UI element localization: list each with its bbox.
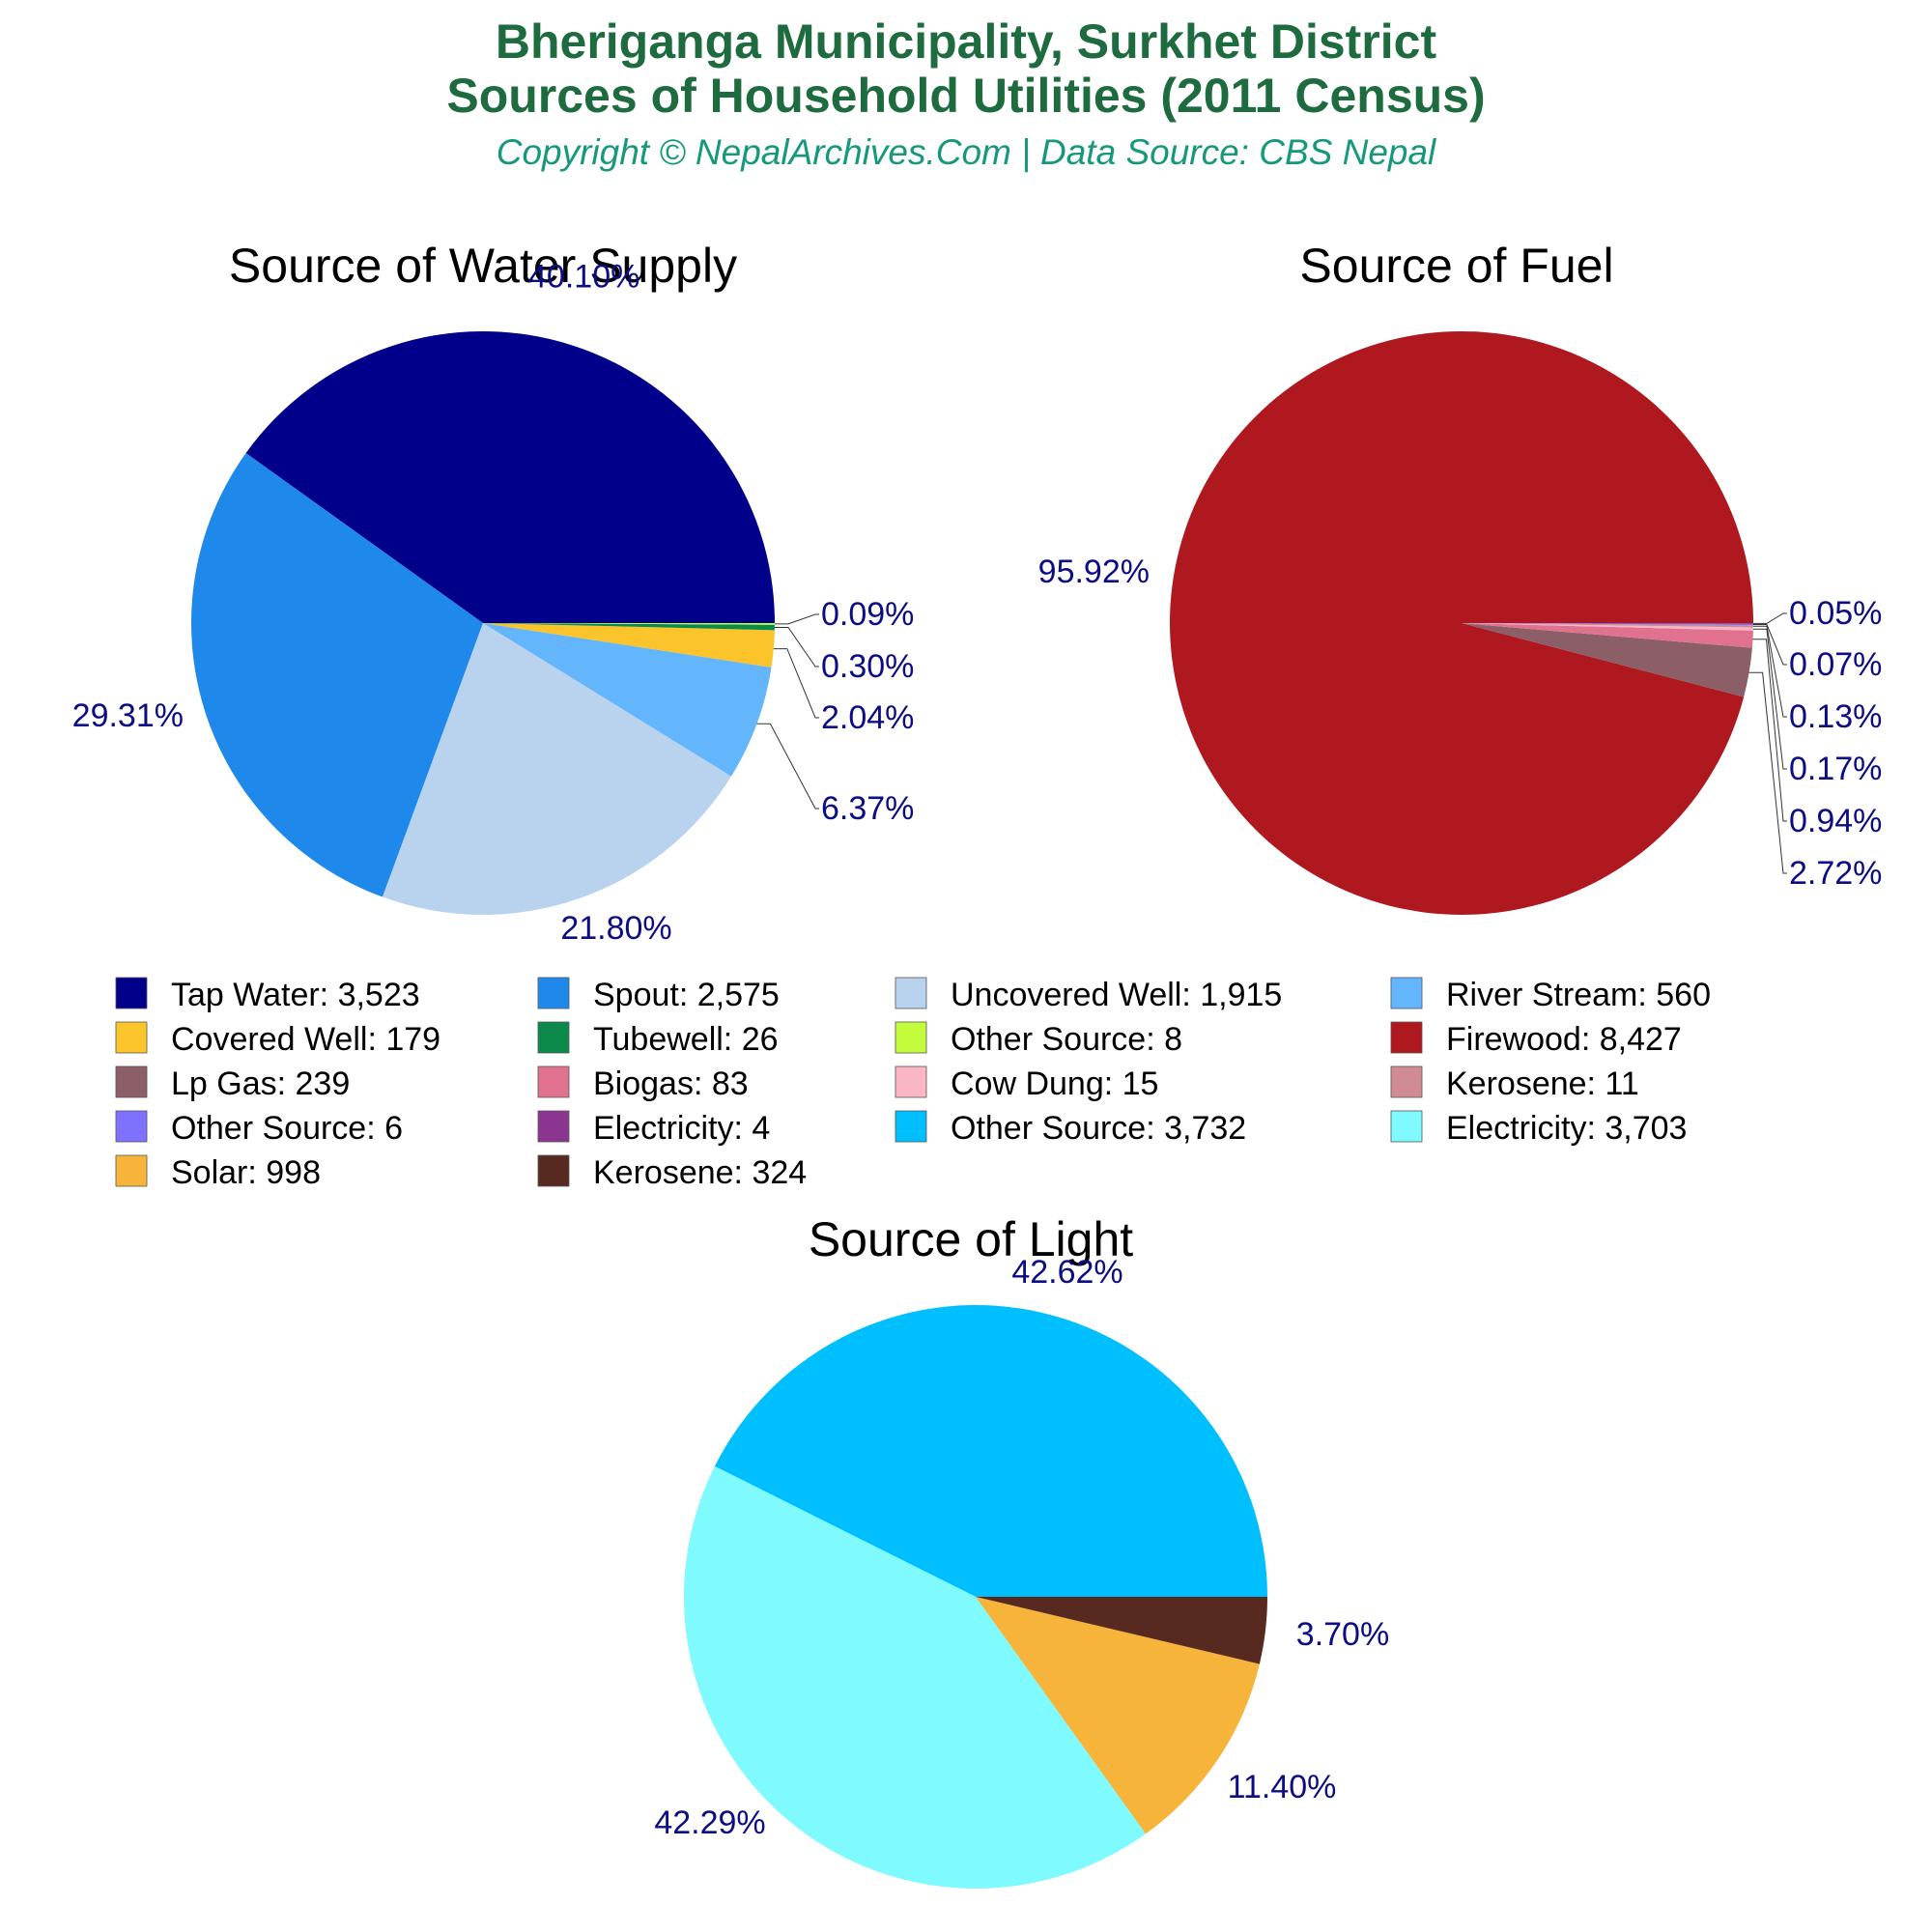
legend-swatch-spout-2-575 [537, 977, 570, 1009]
water-percent-other-source: 0.09% [821, 596, 914, 633]
fuel-leader-cow-dung [1752, 628, 1787, 770]
water-slice-uncovered-well [383, 623, 732, 916]
copyright-subtitle: Copyright © NepalArchives.Com | Data Sou… [497, 132, 1437, 172]
fuel-slice-electricity [1462, 623, 1754, 624]
fuel-percent-other-source: 0.07% [1789, 646, 1882, 683]
legend-label-tubewell-26: Tubewell: 26 [593, 1021, 779, 1058]
fuel-percent-cow-dung: 0.17% [1789, 751, 1882, 787]
light-slice-electricity [683, 1465, 1147, 1889]
light-percent-solar: 11.40% [1228, 1769, 1337, 1805]
main-title-line2: Sources of Household Utilities (2011 Cen… [446, 69, 1485, 123]
legend-swatch-kerosene-324 [537, 1154, 570, 1187]
legend-swatch-solar-998 [115, 1154, 148, 1187]
light-percent-kerosene: 3.70% [1296, 1616, 1389, 1653]
legend-label-uncovered-well-1-915: Uncovered Well: 1,915 [951, 977, 1282, 1013]
fuel-leader-other-source [1753, 624, 1787, 666]
water-slice-spout [190, 452, 483, 897]
legend-label-biogas-83: Biogas: 83 [593, 1065, 749, 1102]
light-percent-other-source: 42.62% [1011, 1254, 1122, 1291]
water-percent-uncovered-well: 21.80% [560, 910, 671, 947]
fuel-percent-lp-gas: 2.72% [1789, 855, 1882, 892]
water-percent-spout: 29.31% [72, 697, 184, 734]
legend-swatch-lp-gas-239 [115, 1065, 148, 1098]
legend-swatch-covered-well-179 [115, 1021, 148, 1054]
legend-swatch-tap-water-3-523 [115, 977, 148, 1009]
light-slice-other-source [714, 1304, 1267, 1597]
legend-label-cow-dung-15: Cow Dung: 15 [951, 1065, 1158, 1102]
legend-label-covered-well-179: Covered Well: 179 [171, 1021, 440, 1058]
legend-swatch-uncovered-well-1-915 [895, 977, 927, 1009]
fuel-slice-other-source [1462, 623, 1753, 626]
legend-label-other-source-8: Other Source: 8 [951, 1021, 1182, 1058]
water-percent-tap-water: 40.10% [528, 258, 639, 295]
legend-label-firewood-8-427: Firewood: 8,427 [1446, 1021, 1682, 1058]
legend-label-kerosene-324: Kerosene: 324 [593, 1154, 807, 1191]
light-pie: 42.62% 42.29% 11.40% 3.70% [654, 1254, 1389, 1889]
water-leader-covered-well [773, 648, 819, 719]
legend-swatch-biogas-83 [537, 1065, 570, 1098]
water-supply-pie: 40.10% 29.31% 21.80% 6.37% 2.04% 0.30% 0.09% [72, 258, 915, 947]
legend-swatch-electricity-4 [537, 1110, 570, 1143]
light-slice-kerosene [976, 1597, 1267, 1664]
legend-label-electricity-4: Electricity: 4 [593, 1110, 770, 1147]
legend-label-river-stream-560: River Stream: 560 [1446, 977, 1711, 1013]
water-percent-tubewell: 0.30% [821, 648, 914, 685]
water-slice-river-stream [483, 623, 772, 777]
fuel-leader-biogas [1752, 639, 1787, 822]
fuel-pie: 95.92% 2.72% 0.94% 0.17% 0.13% 0.07% 0.05% [1038, 330, 1882, 915]
legend-swatch-kerosene-11 [1390, 1065, 1423, 1098]
fuel-leader-kerosene [1753, 625, 1787, 718]
legend-label-spout-2-575: Spout: 2,575 [593, 977, 780, 1013]
water-slice-covered-well [483, 623, 775, 668]
water-slice-tap-water [245, 330, 776, 623]
legend-swatch-electricity-3-703 [1390, 1110, 1423, 1143]
legend-label-tap-water-3-523: Tap Water: 3,523 [171, 977, 420, 1013]
legend-swatch-river-stream-560 [1390, 977, 1423, 1009]
fuel-percent-electricity: 0.05% [1789, 595, 1882, 632]
fuel-slice-kerosene [1462, 623, 1753, 628]
legend: Tap Water: 3,523 Spout: 2,575 Uncovered We… [115, 977, 1711, 1191]
fuel-slice-biogas [1462, 623, 1753, 648]
legend-swatch-other-source-8 [895, 1021, 927, 1054]
fuel-leader-electricity [1753, 612, 1787, 624]
water-percent-covered-well: 2.04% [821, 699, 914, 736]
fuel-percent-firewood: 95.92% [1038, 554, 1150, 590]
light-slice-solar [976, 1597, 1260, 1834]
water-chart-title: Source of Water Supply [229, 239, 737, 293]
light-chart-title: Source of Light [809, 1212, 1133, 1266]
legend-label-electricity-3-703: Electricity: 3,703 [1446, 1110, 1687, 1147]
fuel-chart-title: Source of Fuel [1299, 239, 1613, 293]
fuel-slice-cow-dung [1462, 623, 1753, 631]
fuel-percent-kerosene: 0.13% [1789, 698, 1882, 735]
legend-swatch-cow-dung-15 [895, 1065, 927, 1098]
main-title-line1: Bheriganga Municipality, Surkhet Distric… [496, 14, 1437, 69]
light-percent-electricity: 42.29% [654, 1804, 765, 1841]
legend-swatch-firewood-8-427 [1390, 1021, 1423, 1054]
legend-label-solar-998: Solar: 998 [171, 1154, 321, 1191]
legend-label-other-source-3-732: Other Source: 3,732 [951, 1110, 1246, 1147]
legend-label-lp-gas-239: Lp Gas: 239 [171, 1065, 350, 1102]
fuel-leader-lp-gas [1748, 671, 1787, 874]
legend-swatch-other-source-6 [115, 1110, 148, 1143]
water-slice-other-source [483, 623, 776, 625]
legend-swatch-tubewell-26 [537, 1021, 570, 1054]
legend-swatch-other-source-3-732 [895, 1110, 927, 1143]
legend-label-kerosene-11: Kerosene: 11 [1446, 1065, 1639, 1102]
water-leader-other-source [775, 613, 819, 625]
fuel-slice-lp-gas [1462, 623, 1752, 697]
water-leader-river-stream [756, 723, 819, 810]
water-percent-river-stream: 6.37% [821, 790, 914, 827]
fuel-slice-firewood [1170, 330, 1753, 915]
fuel-percent-biogas: 0.94% [1789, 803, 1882, 839]
water-leader-tubewell [775, 627, 819, 668]
legend-label-other-source-6: Other Source: 6 [171, 1110, 403, 1147]
water-slice-tubewell [483, 623, 775, 631]
